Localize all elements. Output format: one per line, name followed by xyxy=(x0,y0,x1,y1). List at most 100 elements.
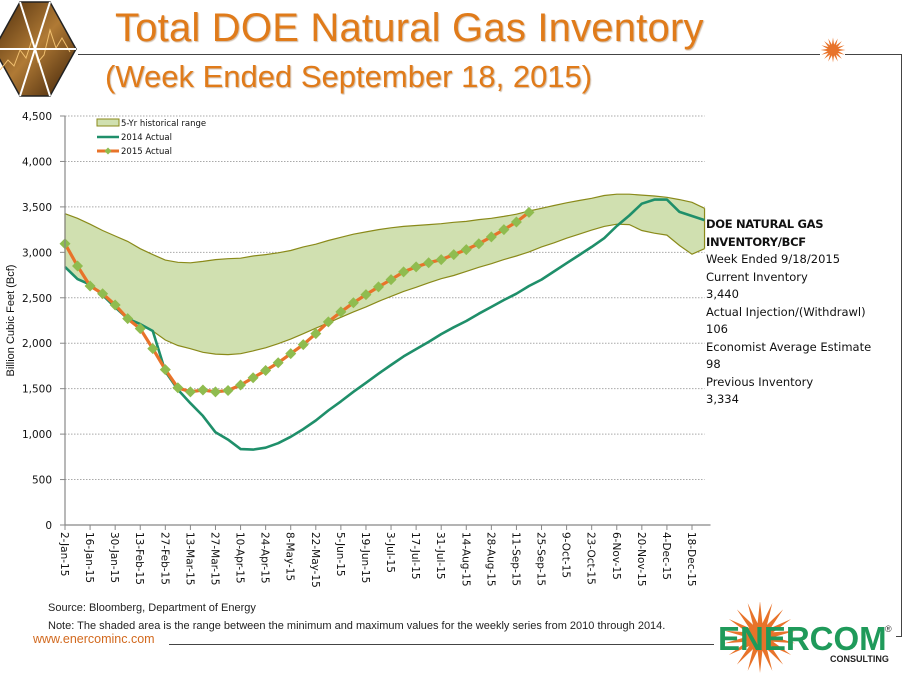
inventory-chart: 0 500 1,000 1,500 2,000 2,500 3,000 3,500 4,000 4… xyxy=(5,111,711,588)
series-2015-point xyxy=(460,244,472,256)
x-tick-label: 2-Jan-15 xyxy=(58,532,70,576)
x-tick-label: 16-Jan-15 xyxy=(83,532,95,583)
x-tick-label: 31-Jul-15 xyxy=(434,532,446,580)
chart-legend: 5-Yr historical range 2014 Actual 2015 Act… xyxy=(96,118,206,157)
current-inventory-value: 3,440 xyxy=(706,287,739,301)
hexagon-chart-logo-icon xyxy=(0,1,77,97)
x-tick-label: 30-Jan-15 xyxy=(108,532,120,583)
enercom-consulting: CONSULTING xyxy=(830,654,889,664)
y-tick-label: 4,500 xyxy=(22,111,52,123)
header-divider xyxy=(78,54,820,55)
y-tick-label: 3,500 xyxy=(22,202,52,214)
x-tick-label: 18-Dec-15 xyxy=(685,532,697,587)
starburst-shape xyxy=(820,37,846,63)
footer-divider xyxy=(169,644,714,645)
legend-marker-2015 xyxy=(104,147,112,155)
series-2015-point xyxy=(510,216,522,228)
x-tick-label: 13-Feb-15 xyxy=(133,532,145,585)
series-2015-point xyxy=(385,274,397,286)
x-tick-label: 5-Jun-15 xyxy=(334,532,346,577)
series-2015-point xyxy=(485,231,497,243)
x-tick-label: 20-Nov-15 xyxy=(635,532,647,587)
series-2015-point xyxy=(247,372,259,384)
page-title: Total DOE Natural Gas Inventory xyxy=(115,6,704,50)
series-2015-point xyxy=(498,224,510,236)
injection-value: 106 xyxy=(706,322,728,336)
x-tick-label: 11-Sep-15 xyxy=(509,532,521,586)
series-2015-point xyxy=(272,357,284,369)
series-2015-point xyxy=(398,266,410,278)
current-inventory-label: Current Inventory xyxy=(706,269,808,284)
legend-label: 2014 Actual xyxy=(121,133,172,143)
series-2015-point xyxy=(297,339,309,351)
y-tick-label: 2,000 xyxy=(22,338,52,350)
y-tick-label: 3,000 xyxy=(22,247,52,259)
previous-inventory-value: 3,334 xyxy=(706,392,739,406)
x-tick-label: 14-Aug-15 xyxy=(459,532,471,587)
x-tick-label: 27-Mar-15 xyxy=(208,532,220,585)
series-2015-point xyxy=(423,257,435,269)
series-2015-point xyxy=(172,382,184,394)
x-tick-label: 8-May-15 xyxy=(284,532,296,581)
series-2015-point xyxy=(373,281,384,293)
x-tick-label: 27-Feb-15 xyxy=(158,532,170,585)
x-tick-label: 4-Dec-15 xyxy=(660,532,672,580)
estimate-value: 98 xyxy=(706,357,721,371)
series-2015-point xyxy=(134,323,146,335)
series-2015-point xyxy=(310,328,322,340)
series-2015-point xyxy=(235,379,247,391)
y-tick-label: 500 xyxy=(32,475,52,487)
series-2015-point xyxy=(285,348,297,360)
x-tick-label: 25-Sep-15 xyxy=(535,532,547,586)
frame-right-border xyxy=(901,54,902,637)
series-2015-point xyxy=(448,249,460,261)
series-2015-point xyxy=(184,386,196,398)
series-2015-point xyxy=(473,238,485,250)
info-week: Week Ended 9/18/2015 xyxy=(706,252,841,266)
series-2015-point xyxy=(410,261,422,273)
enercom-burst-shape xyxy=(724,602,796,673)
x-tick-label: 19-Jun-15 xyxy=(359,532,371,583)
x-tick-label: 13-Mar-15 xyxy=(183,532,195,585)
x-tick-label: 3-Jul-15 xyxy=(384,532,396,573)
x-tick-label: 10-Apr-15 xyxy=(234,532,246,584)
series-2015-point xyxy=(360,289,372,301)
shaded-area-note: Note: The shaded area is the range betwe… xyxy=(48,620,666,632)
injection-label: Actual Injection/(Withdrawl) xyxy=(706,304,866,319)
x-tick-label: 6-Nov-15 xyxy=(610,532,622,580)
x-tick-label: 23-Oct-15 xyxy=(585,532,597,585)
x-tick-label: 9-Oct-15 xyxy=(560,532,572,578)
series-2015-point xyxy=(260,364,272,376)
series-2015-point xyxy=(97,288,109,300)
frame-corner xyxy=(896,636,902,637)
series-2015-point xyxy=(347,297,359,309)
y-tick-label: 0 xyxy=(45,520,52,532)
registered-mark: ® xyxy=(885,624,892,634)
series-2015-point xyxy=(197,384,209,396)
inventory-info-panel: DOE NATURAL GAS INVENTORY/BCF Week Ended… xyxy=(706,216,907,409)
header-divider-right xyxy=(845,54,902,55)
page-subtitle: (Week Ended September 18, 2015) xyxy=(105,59,593,94)
enercom-wordmark: ENERCOM xyxy=(718,620,887,657)
series-2015-point xyxy=(109,299,121,311)
series-2015-point xyxy=(84,280,96,292)
series-2015-point xyxy=(322,316,334,328)
enercom-starburst-icon xyxy=(724,602,796,673)
series-2015-point xyxy=(122,313,134,325)
series-2015-point xyxy=(335,306,347,318)
legend-label: 2015 Actual xyxy=(121,147,172,157)
y-tick-label: 1,500 xyxy=(22,384,52,396)
previous-inventory-label: Previous Inventory xyxy=(706,374,814,389)
historical-range-band xyxy=(65,194,705,355)
series-2015-point xyxy=(159,364,171,376)
historical-range-lower xyxy=(64,223,705,356)
series-2015-point xyxy=(72,260,84,272)
series-2015-point xyxy=(209,386,221,398)
x-tick-label: 22-May-15 xyxy=(309,532,321,588)
website-link[interactable]: www.enercominc.com xyxy=(33,632,155,646)
historical-range-upper xyxy=(64,193,705,264)
source-note: Source: Bloomberg, Department of Energy xyxy=(48,602,256,614)
info-heading: DOE NATURAL GAS INVENTORY/BCF xyxy=(706,217,824,249)
y-tick-label: 2,500 xyxy=(22,293,52,305)
series-2015-point xyxy=(523,206,535,218)
